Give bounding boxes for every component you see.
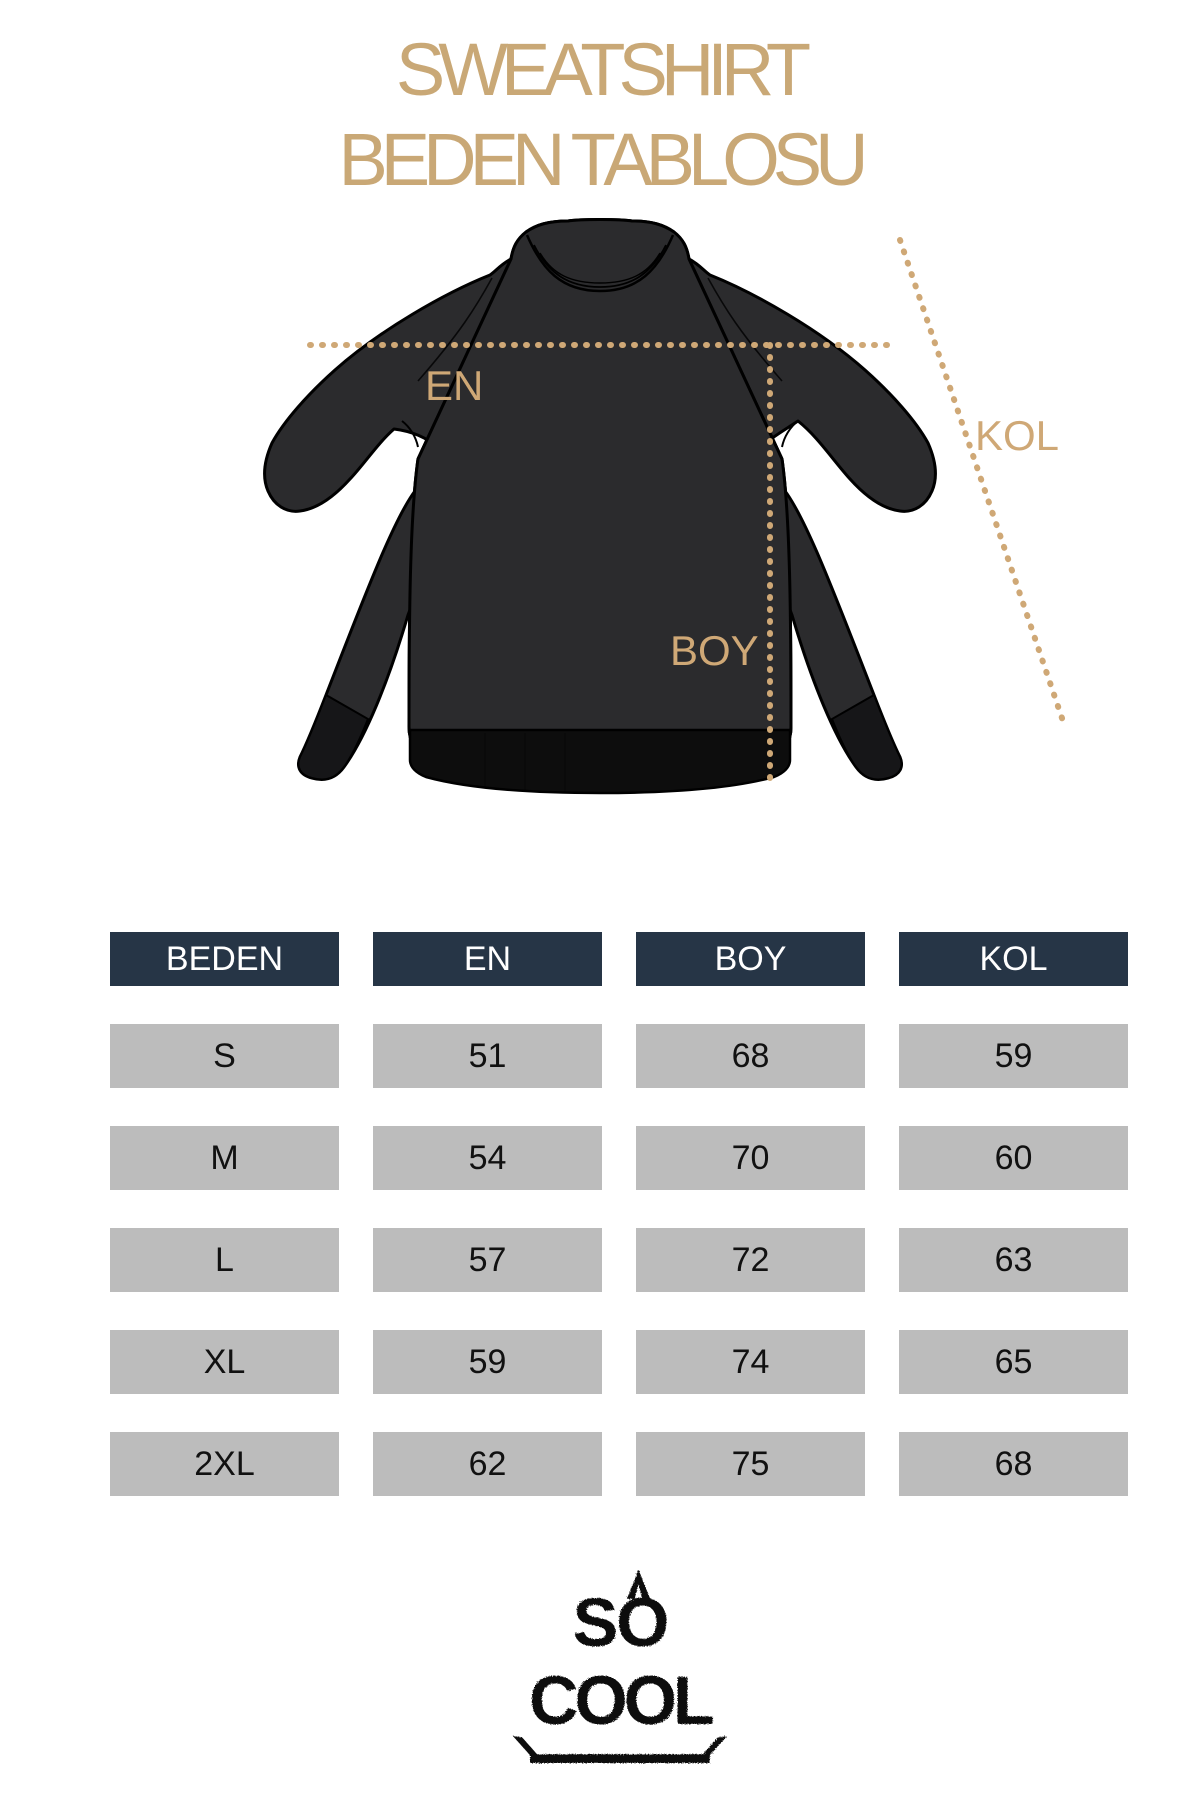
svg-text:SO: SO <box>573 1585 668 1661</box>
svg-text:COOL: COOL <box>529 1663 713 1739</box>
svg-text:KOL: KOL <box>975 412 1059 459</box>
